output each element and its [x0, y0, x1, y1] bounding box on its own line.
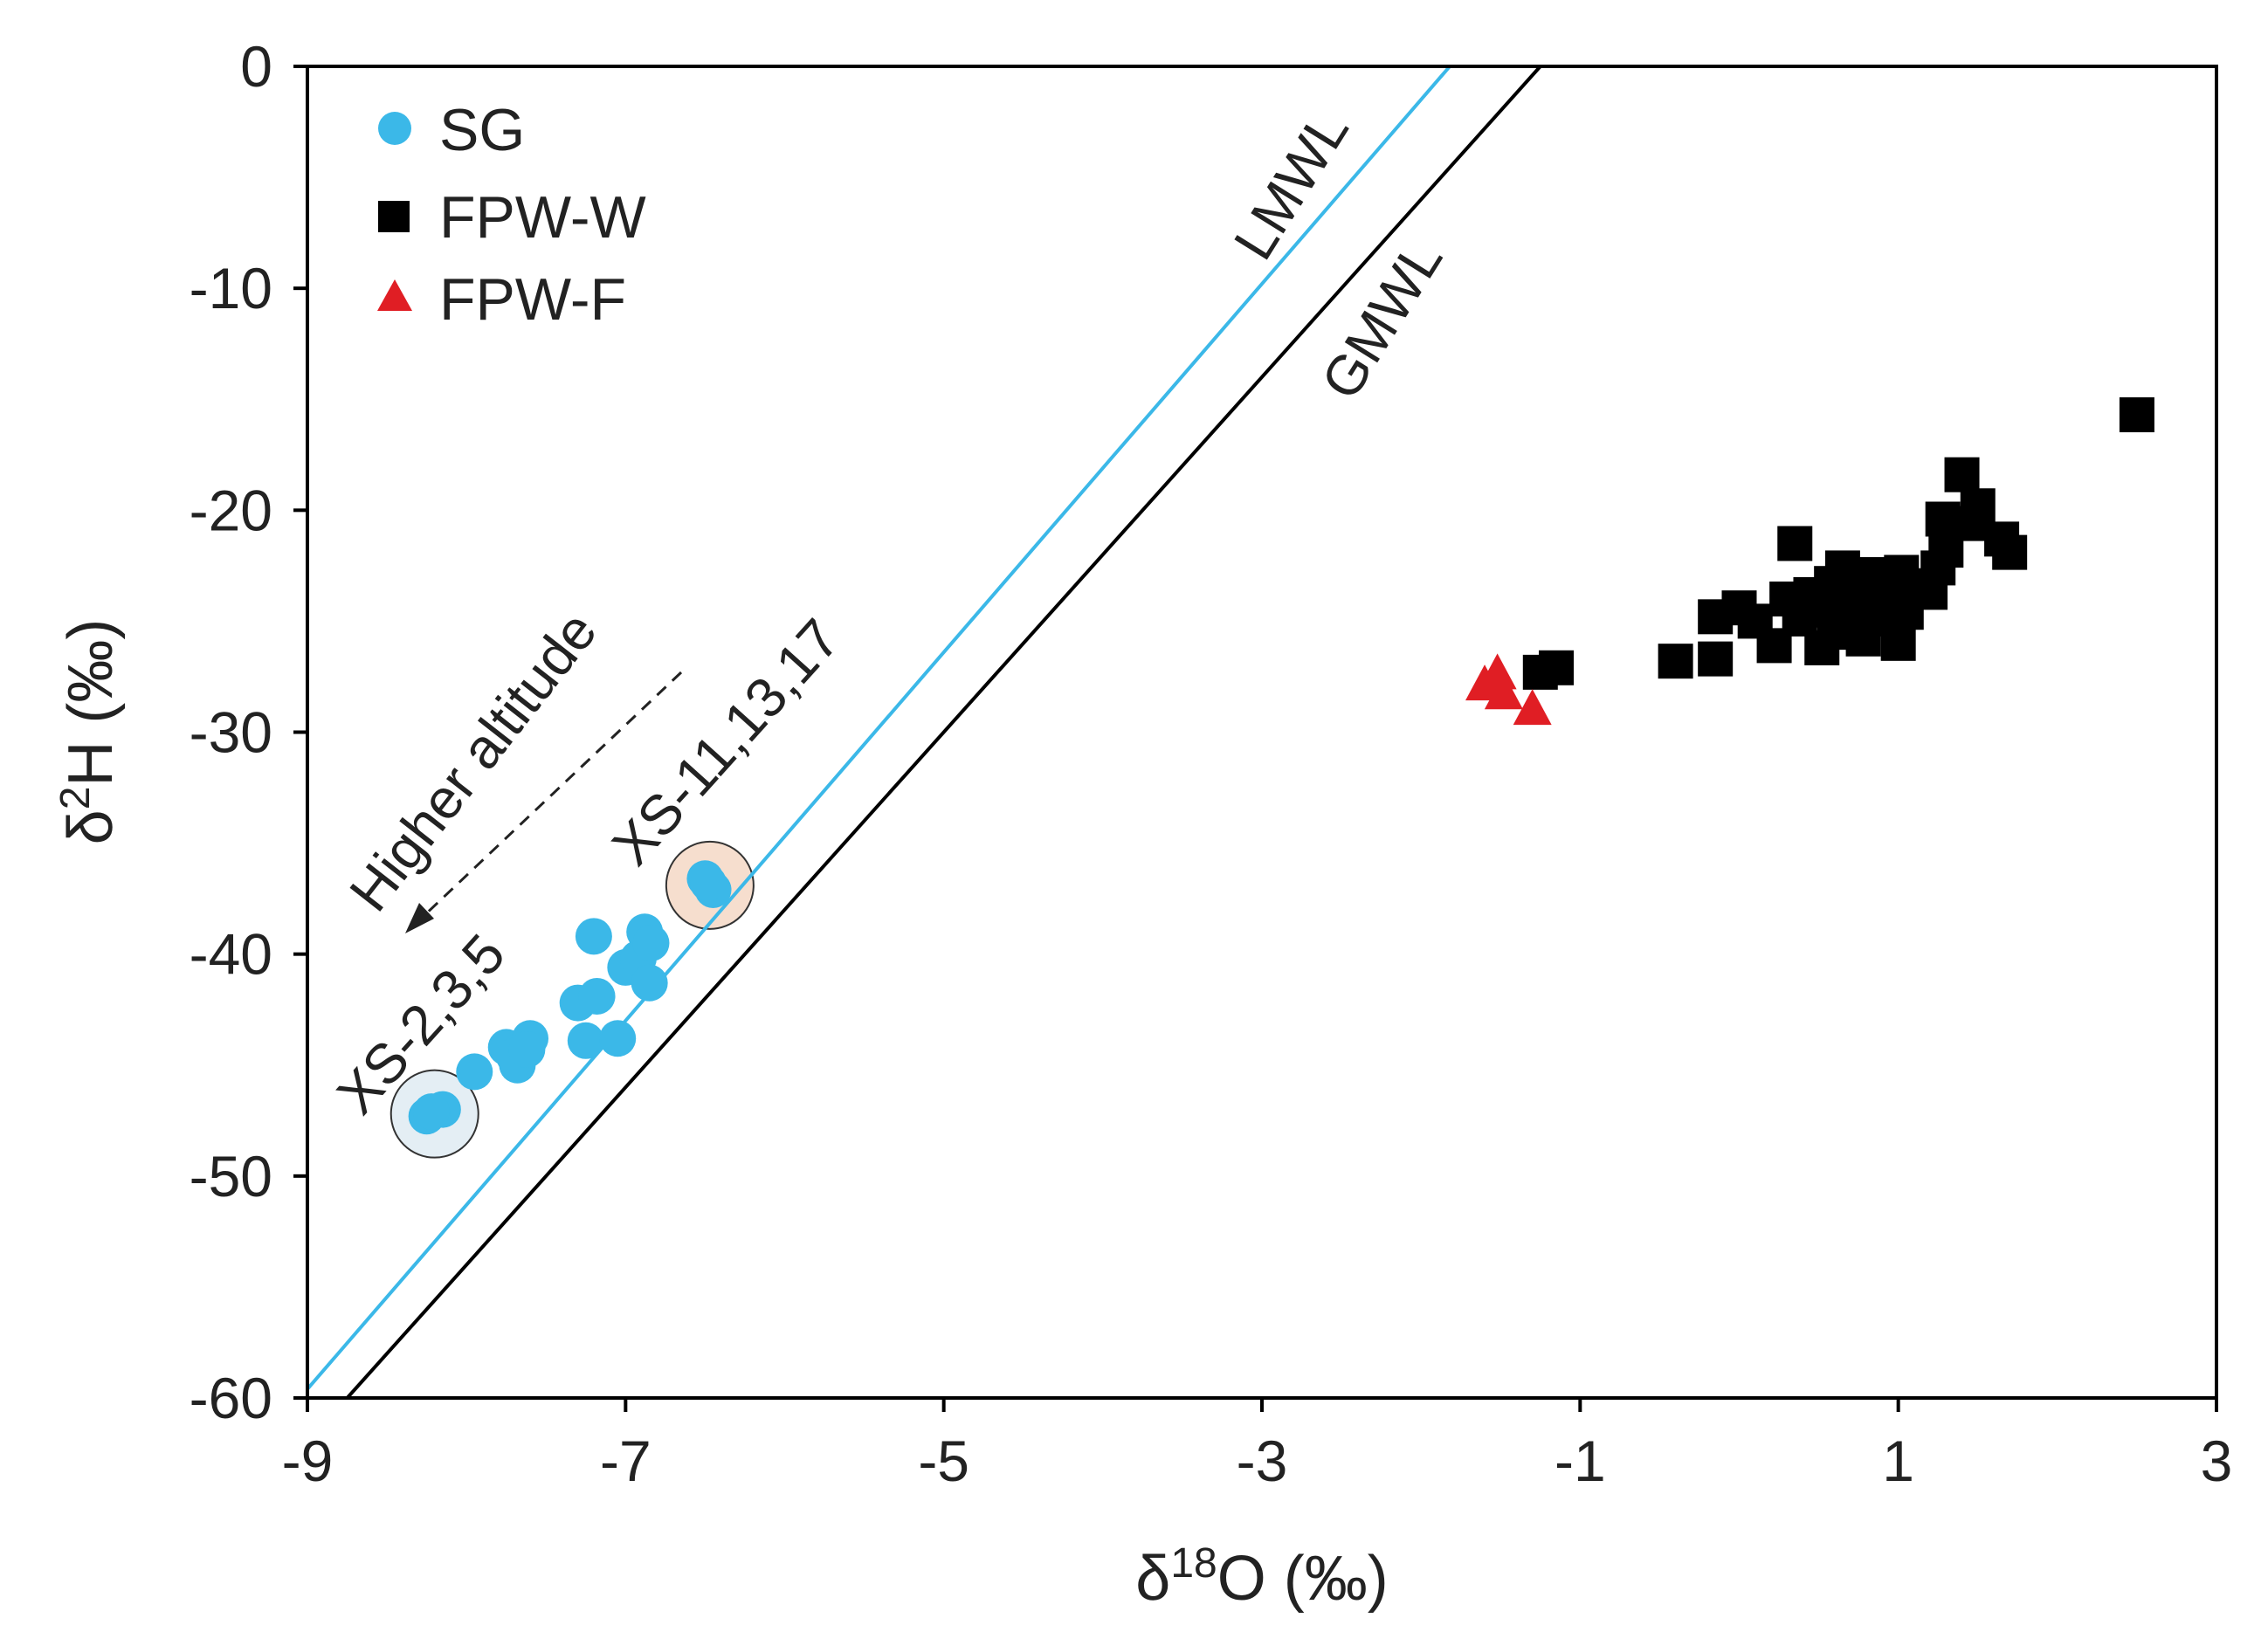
water-lines — [306, 65, 1542, 1400]
legend-fpw-w-marker — [378, 201, 410, 232]
y-tick-label: 0 — [240, 34, 272, 99]
sg-point — [578, 977, 616, 1015]
legend: SG FPW-W FPW-F — [377, 97, 646, 333]
data-points — [408, 397, 2154, 1135]
altitude-arrowhead — [405, 903, 434, 933]
sg-point — [456, 1053, 493, 1091]
y-tick-label: -30 — [190, 700, 272, 765]
x-tick-label: -5 — [918, 1429, 969, 1493]
fpw-w-point — [2119, 397, 2154, 433]
fpw-w-point — [1944, 457, 1980, 492]
lmwl-line — [306, 65, 1451, 1391]
sg-point — [690, 864, 727, 902]
x-axis-title: δ18O (‰) — [1135, 1540, 1388, 1614]
fpw-w-point — [1960, 488, 1996, 524]
y-tick-label: -10 — [190, 256, 272, 320]
fpw-f-point — [1513, 689, 1552, 726]
fpw-w-point — [1698, 641, 1734, 677]
x-tick-label: -7 — [600, 1429, 651, 1493]
legend-fpw-f-label: FPW-F — [439, 266, 626, 333]
x-tick-label: 3 — [2201, 1429, 2233, 1493]
fpw-w-point — [1658, 644, 1693, 679]
legend-sg-label: SG — [439, 97, 525, 163]
axes: -9 -7 -5 -3 -1 1 3 0 -10 -20 -30 -40 -50 -60 — [190, 34, 2233, 1493]
sg-point — [413, 1093, 451, 1131]
sg-point — [631, 964, 668, 1002]
x-tick-label: -9 — [282, 1429, 334, 1493]
fpw-w-point — [1992, 534, 2028, 570]
sg-point — [508, 1030, 546, 1068]
fpw-w-point — [1777, 526, 1813, 561]
gmwl-line — [346, 65, 1542, 1400]
y-tick-label: -50 — [190, 1144, 272, 1208]
fpw-w-point — [1880, 625, 1916, 661]
sg-point — [575, 918, 612, 955]
sg-point — [567, 1022, 604, 1059]
y-axis-title: δ2H (‰) — [52, 619, 126, 845]
fpw-f-point — [1484, 673, 1523, 710]
legend-sg-marker — [378, 112, 411, 145]
sg-point — [632, 924, 670, 961]
altitude-arrow-shaft — [419, 671, 683, 920]
legend-fpw-f-marker — [377, 279, 412, 311]
sg-point — [599, 1020, 637, 1057]
y-tick-label: -20 — [190, 478, 272, 542]
fpw-w-point — [1539, 650, 1575, 685]
y-tick-label: -60 — [190, 1366, 272, 1430]
legend-fpw-w-label: FPW-W — [439, 184, 646, 251]
y-tick-label: -40 — [190, 922, 272, 987]
x-tick-label: -1 — [1555, 1429, 1606, 1493]
x-tick-label: 1 — [1882, 1429, 1914, 1493]
x-tick-label: -3 — [1237, 1429, 1288, 1493]
